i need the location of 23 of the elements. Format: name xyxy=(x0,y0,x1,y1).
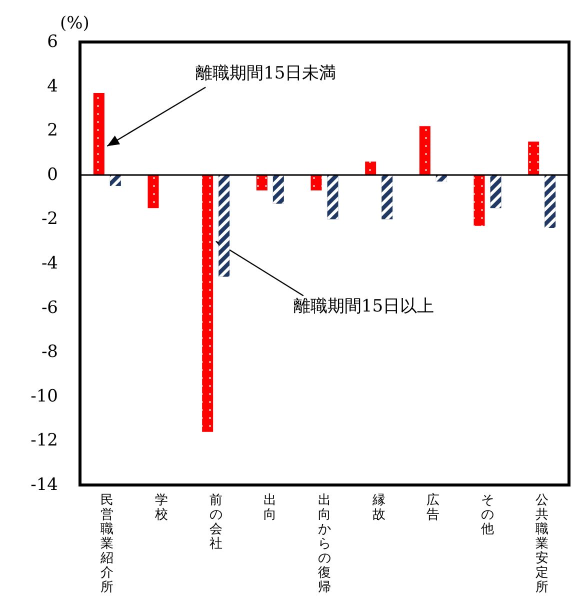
x-tick-label: 縁故 xyxy=(371,492,386,522)
x-tick-label: 公共職業安定所 xyxy=(535,492,548,595)
y-tick-label: -12 xyxy=(30,430,58,451)
y-axis-title: (%) xyxy=(60,14,90,34)
y-tick-label: -6 xyxy=(41,298,58,318)
y-tick-label: 2 xyxy=(47,120,58,141)
annotation: 離職期間15日未満 xyxy=(196,64,336,84)
x-tick-label: 学校 xyxy=(154,492,168,522)
y-tick-label: 6 xyxy=(47,32,58,52)
x-tick-label: 出向 xyxy=(264,492,277,522)
x-tick-label: その他 xyxy=(481,492,494,537)
annotation: 離職期間15日以上 xyxy=(293,296,434,316)
y-tick-label: 4 xyxy=(47,76,58,96)
x-tick-label: 前の会社 xyxy=(209,492,222,552)
y-tick-label: -8 xyxy=(41,342,58,362)
y-tick-label: -4 xyxy=(41,254,58,274)
y-tick-label: 0 xyxy=(47,164,58,185)
y-tick-label: -10 xyxy=(30,386,58,406)
y-tick-label: -14 xyxy=(30,475,58,495)
x-tick-label: 広告 xyxy=(426,492,440,522)
x-tick-label: 出向からの復帰 xyxy=(318,492,331,595)
x-tick-label: 民営職業紹介所 xyxy=(100,492,114,595)
y-tick-label: -2 xyxy=(41,209,58,230)
